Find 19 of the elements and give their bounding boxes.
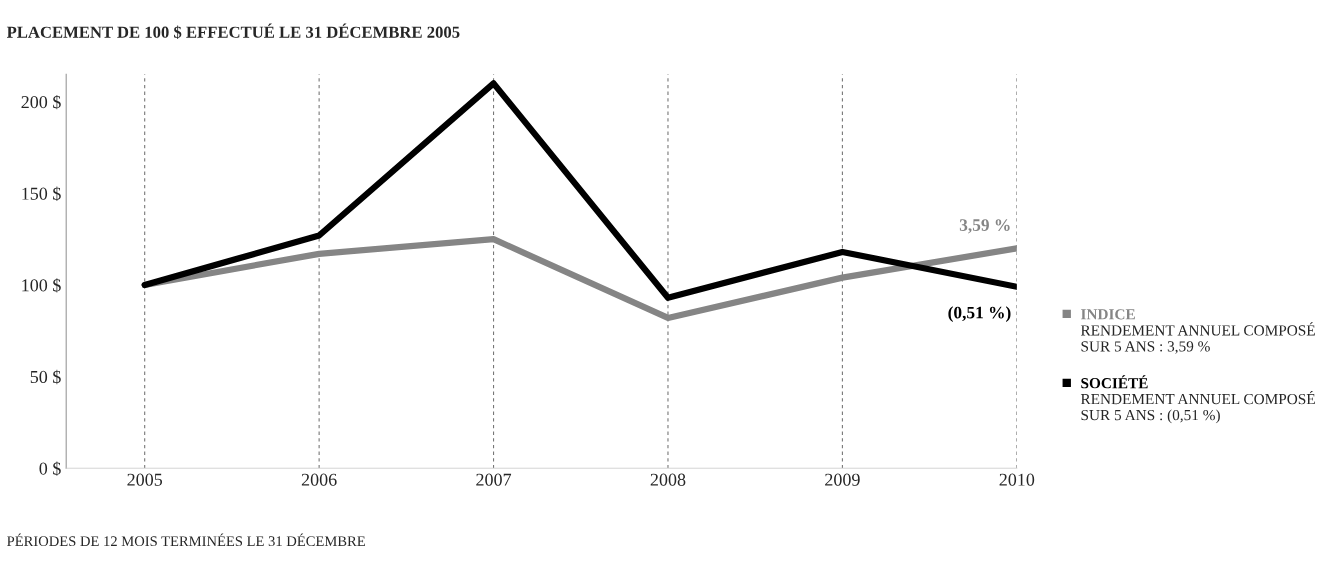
y-tick-label: 200 $ (21, 94, 61, 110)
chart-title: PLACEMENT DE 100 $ EFFECTUÉ LE 31 DÉCEMBRE 2005 (6, 23, 460, 39)
text: RENDEMENT ANNUEL COMPOSÉ SUR 5 ANS : 3,59 % (1080, 322, 1315, 354)
y-tick-label: 100 $ (22, 278, 61, 293)
x-tick-label: 2009 (825, 473, 860, 486)
x-tick-label: 2005 (127, 473, 163, 486)
annotation: (0,51 %) (948, 306, 1011, 322)
annotation: 3,59 % (959, 219, 1010, 234)
x-tick-label: 2006 (301, 473, 337, 486)
x-axis-title: PÉRIODES DE 12 MOIS TERMINÉES LE 31 DÉCEMBRE (7, 533, 365, 547)
x-tick-label: 2007 (476, 473, 512, 486)
y-tick-label: 150 $ (22, 186, 61, 201)
legend-label: INDICE (1081, 309, 1135, 320)
legend-label: SOCIÉTÉ (1081, 375, 1148, 389)
text: RENDEMENT ANNUEL COMPOSÉ SUR 5 ANS : (0,51 %) (1080, 391, 1315, 424)
x-tick-label: 2008 (650, 473, 686, 486)
y-tick-label: 50 $ (30, 369, 61, 385)
x-tick-label: 2010 (999, 473, 1035, 486)
y-tick-label: 0 $ (39, 461, 61, 476)
